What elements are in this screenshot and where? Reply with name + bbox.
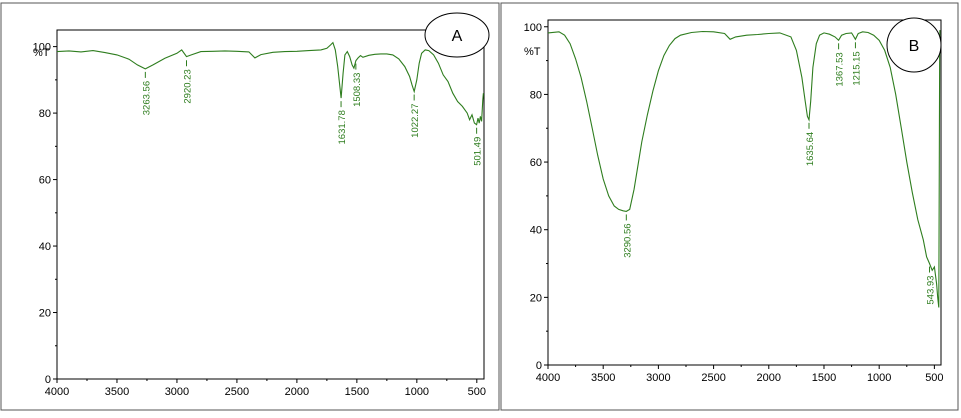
y-axis-label-b: %T — [524, 46, 541, 58]
peak-label-b: 1215.15 — [851, 51, 862, 85]
x-tick-label-b-3000: 3000 — [646, 372, 670, 384]
x-tick-label-a-4000: 4000 — [45, 386, 69, 398]
peak-label-b: 1367.53 — [835, 52, 846, 86]
y-tick-label-a-60: 60 — [39, 175, 51, 187]
y-tick-label-b-40: 40 — [530, 225, 542, 237]
panel-b-border — [500, 2, 959, 411]
chart-panel-a: 0 20 40 60 80 100 4000 3500 3000 2500 2000 1500 1000… — [33, 12, 490, 398]
x-tick-label-a-1000: 1000 — [405, 386, 429, 398]
y-tick-label-a-0: 0 — [45, 374, 51, 386]
peak-label-a: 3263.56 — [141, 81, 152, 115]
x-tick-label-a-500: 500 — [468, 386, 486, 398]
x-tick-label-b-4000: 4000 — [536, 372, 560, 384]
x-tick-label-a-2000: 2000 — [285, 386, 309, 398]
peak-label-a: 1022.27 — [410, 103, 421, 137]
y-tick-label-a-100: 100 — [33, 42, 51, 54]
x-tick-label-b-2000: 2000 — [757, 372, 781, 384]
y-tick-label-b-100: 100 — [524, 22, 542, 34]
x-tick-label-a-1500: 1500 — [345, 386, 369, 398]
panel-label-a: A — [452, 28, 463, 45]
x-tick-label-b-500: 500 — [925, 372, 943, 384]
y-tick-label-a-40: 40 — [39, 241, 51, 253]
panel-label-circle-b — [886, 17, 942, 73]
x-tick-label-b-1000: 1000 — [867, 372, 891, 384]
peak-label-a: 2920.23 — [183, 69, 194, 103]
plot-area-b — [547, 19, 942, 366]
y-tick-label-a-80: 80 — [39, 108, 51, 120]
x-tick-label-a-3500: 3500 — [105, 386, 129, 398]
peak-label-b: 1635.64 — [805, 132, 816, 166]
spectrum-line-a — [56, 41, 484, 126]
y-tick-label-a-20: 20 — [39, 308, 51, 320]
y-tick-label-b-20: 20 — [530, 292, 542, 304]
peak-label-b: 3290.56 — [622, 223, 633, 257]
y-tick-label-b-0: 0 — [536, 360, 542, 372]
peak-label-b: 543.93 — [926, 276, 937, 305]
y-tick-label-b-60: 60 — [530, 157, 542, 169]
panel-label-circle-a — [424, 12, 490, 58]
peak-label-a: 501.49 — [473, 137, 484, 166]
plot-area-a — [56, 29, 485, 380]
y-axis-label-a: %T — [33, 47, 50, 59]
peak-label-a: 1508.33 — [352, 73, 363, 107]
x-tick-label-a-3000: 3000 — [165, 386, 189, 398]
x-tick-label-b-1500: 1500 — [812, 372, 836, 384]
chart-panel-b: 0 20 40 60 80 100 4000 3500 3000 2500 2000 1500 1000… — [524, 17, 944, 384]
y-tick-label-b-80: 80 — [530, 89, 542, 101]
panel-a-border — [0, 2, 500, 411]
spectrum-line-b — [547, 30, 941, 308]
x-tick-label-b-3500: 3500 — [591, 372, 615, 384]
x-tick-label-a-2500: 2500 — [225, 386, 249, 398]
peak-label-a: 1631.78 — [337, 110, 348, 144]
x-tick-label-b-2500: 2500 — [701, 372, 725, 384]
panel-label-b: B — [909, 38, 920, 55]
